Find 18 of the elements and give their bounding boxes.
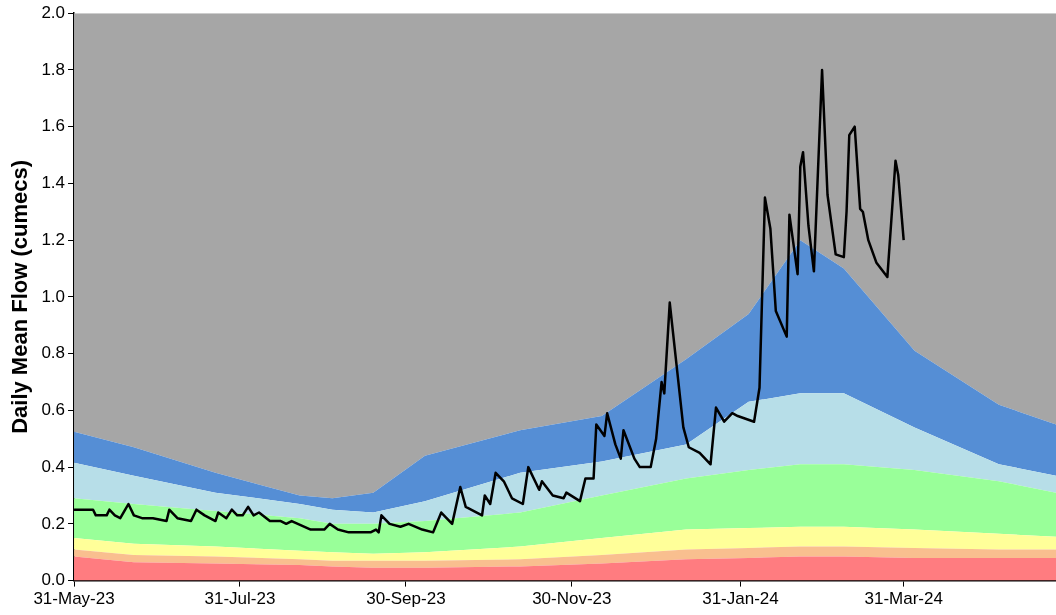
y-tick-label: 0.4 bbox=[41, 456, 66, 476]
x-tick-label: 31-Jan-24 bbox=[702, 589, 779, 609]
y-tick-label: 1.8 bbox=[41, 59, 66, 79]
x-tick-label: 30-Sep-23 bbox=[366, 589, 446, 609]
y-tick-label: 1.6 bbox=[41, 116, 66, 136]
y-tick-label: 0.6 bbox=[41, 400, 66, 420]
y-axis-title: Daily Mean Flow (cumecs) bbox=[7, 159, 33, 434]
y-tick-label: 0.0 bbox=[41, 570, 66, 590]
x-tick-label: 31-Mar-24 bbox=[864, 589, 943, 609]
y-tick-label: 0.2 bbox=[41, 513, 66, 533]
y-tick-label: 1.2 bbox=[41, 229, 66, 249]
y-tick-label: 0.8 bbox=[41, 343, 66, 363]
y-tick-label: 2.0 bbox=[41, 2, 66, 22]
y-tick-label: 1.0 bbox=[41, 286, 66, 306]
x-tick-label: 31-Jul-23 bbox=[204, 589, 276, 609]
x-tick-label: 31-May-23 bbox=[33, 589, 115, 609]
x-tick-label: 30-Nov-23 bbox=[532, 589, 612, 609]
y-tick-label: 1.4 bbox=[41, 173, 66, 193]
